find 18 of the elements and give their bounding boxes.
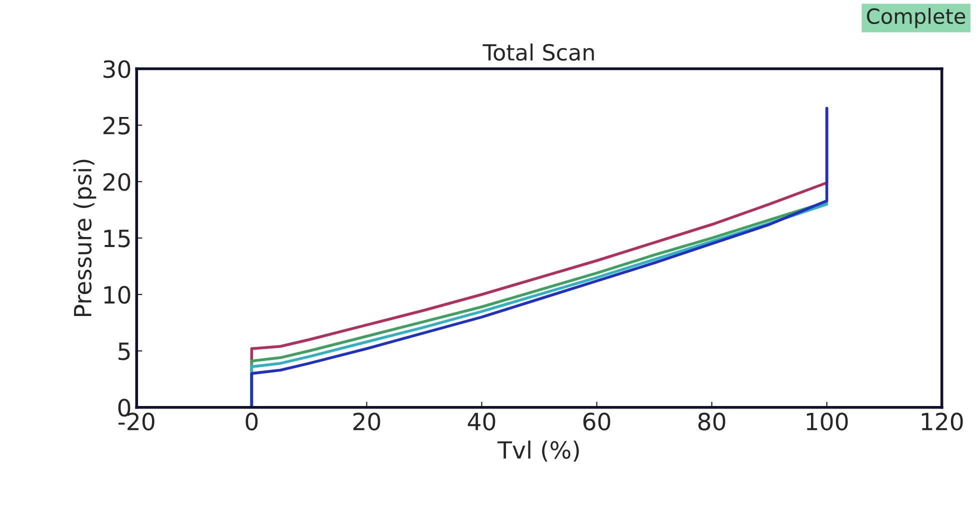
x-tick-label: 100 <box>806 412 848 430</box>
y-axis-title: Pressure (psi) <box>73 160 96 316</box>
y-tick-label: 15 <box>104 230 130 248</box>
y-tick-label: 30 <box>104 60 130 78</box>
x-tick-label: 60 <box>583 412 610 430</box>
y-tick-label: 5 <box>118 342 130 360</box>
x-tick-label: 20 <box>353 412 380 430</box>
x-tick-label: 40 <box>468 412 496 430</box>
y-tick-label: 10 <box>104 286 130 304</box>
x-tick-label: 120 <box>922 412 963 430</box>
line-series <box>250 106 828 408</box>
x-tick-label: 80 <box>698 412 726 430</box>
y-tick-label: 20 <box>103 173 130 191</box>
text: Complete <box>867 8 966 28</box>
x-axis-title: Tvl (%) <box>498 440 579 462</box>
chart-title: Total Scan <box>482 44 594 61</box>
x-tick-label: 0 <box>246 412 258 430</box>
y-tick-label: 25 <box>103 116 130 135</box>
